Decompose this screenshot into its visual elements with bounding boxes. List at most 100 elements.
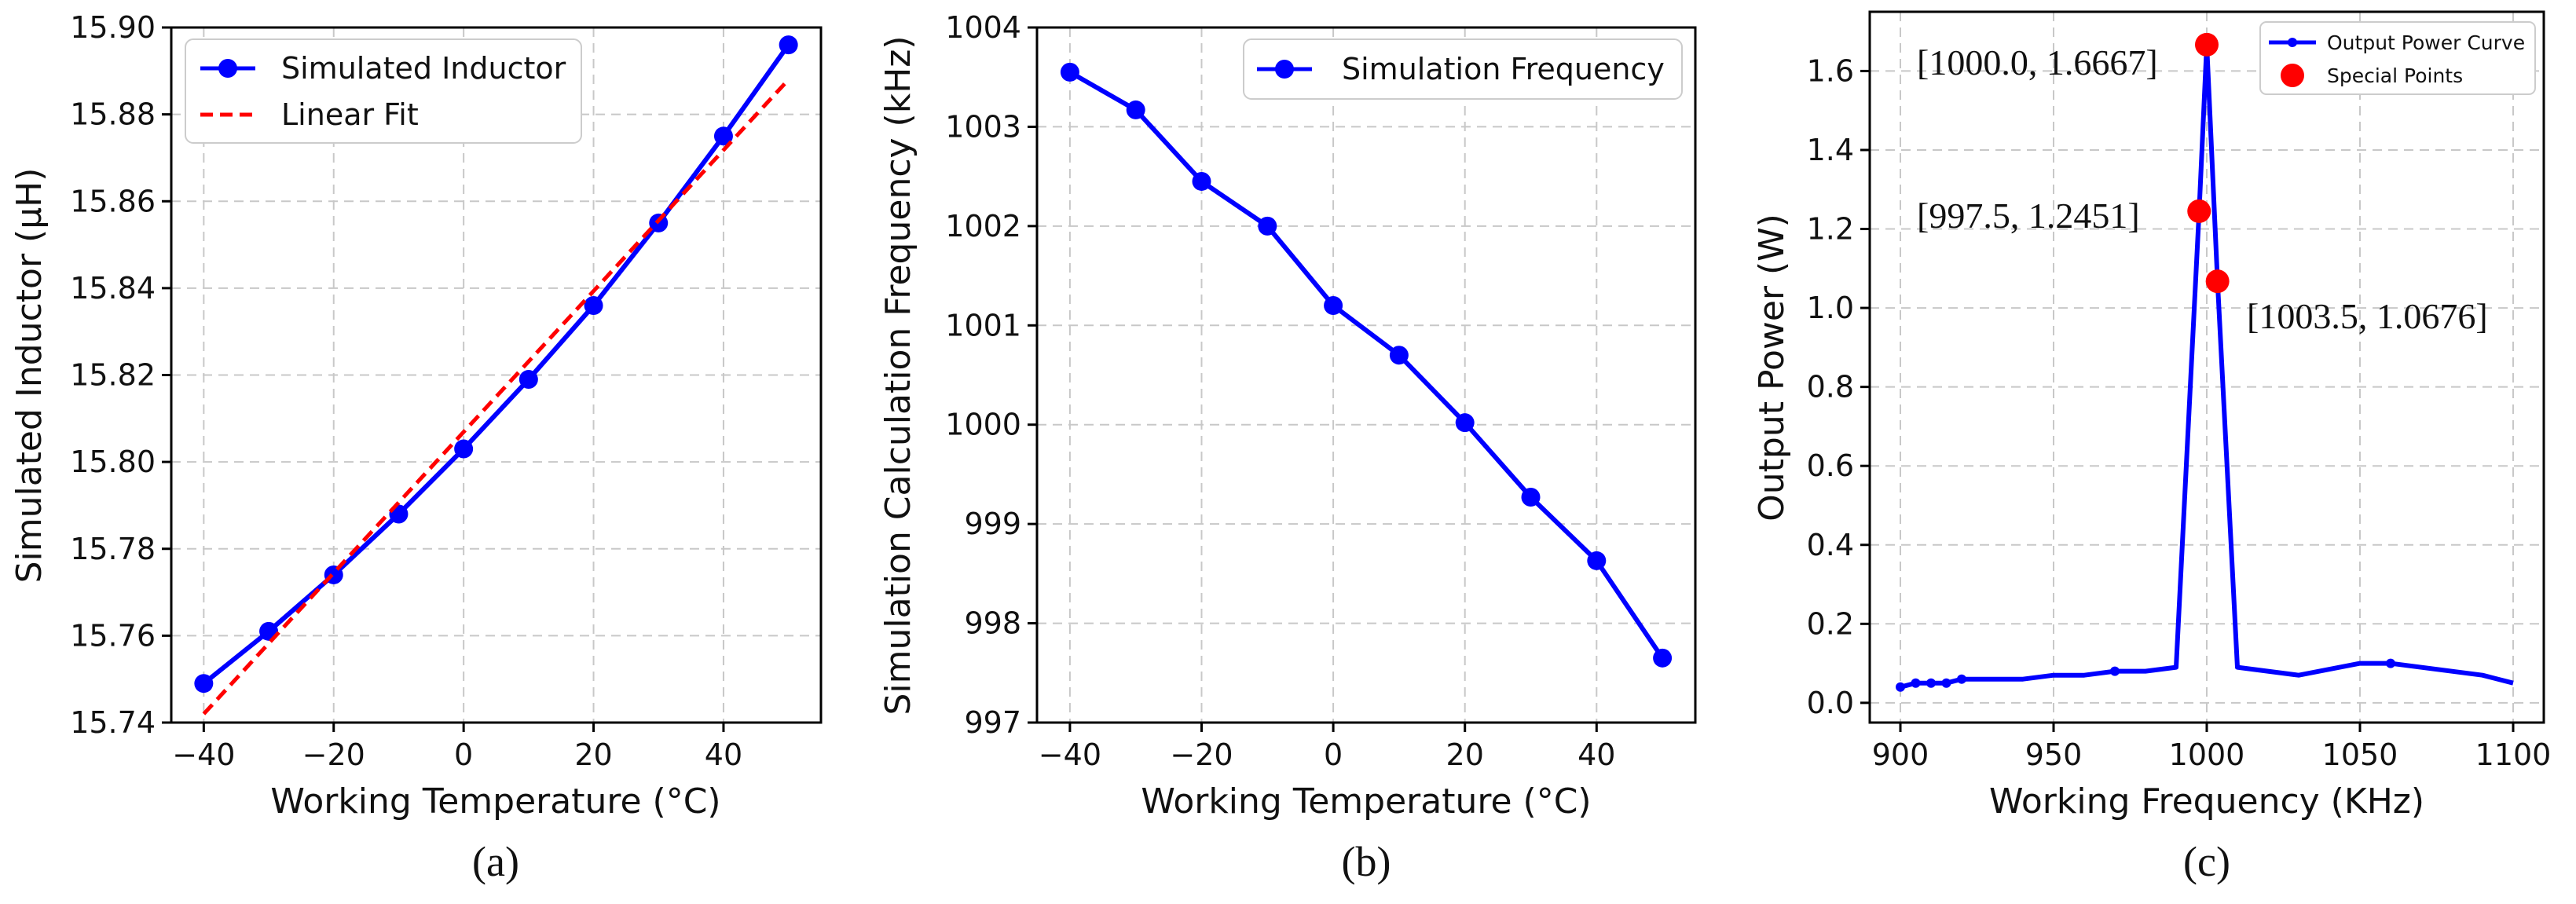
y-tick-label: 0.2: [1807, 606, 1854, 641]
panel-b-y-ticks: 997 998 999 1000 1001 1002 1003 1004: [945, 10, 1037, 740]
panel-a-y-axis-label: Simulated Inductor (μH): [9, 168, 49, 584]
legend-special-points-marker-icon: [2281, 64, 2304, 87]
simulation-frequency-marker: [1389, 346, 1409, 365]
panel-a-series: [194, 35, 798, 716]
panel-a: −40 −20 0 20 40 15.7415.7615.7815.8015.8215.…: [9, 10, 823, 885]
simulated-inductor-marker: [584, 296, 603, 315]
special-points-point: [2187, 199, 2211, 223]
x-tick-label: −20: [1170, 737, 1233, 772]
legend-simulation-frequency-label: Simulation Frequency: [1342, 52, 1665, 86]
legend-linear-fit-label: Linear Fit: [281, 97, 419, 132]
linear-fit-line: [202, 78, 790, 716]
legend-simulation-frequency-marker-icon: [1275, 60, 1294, 79]
annotation-right-point: [1003.5, 1.0676]: [2247, 296, 2488, 336]
y-tick-label: 15.84: [70, 271, 156, 306]
output-power-curve-marker: [1926, 678, 1936, 688]
y-tick-label: 1.6: [1807, 53, 1854, 88]
simulated-inductor-line: [202, 43, 791, 686]
panel-c-grid: [1870, 12, 2544, 723]
special-points-point: [2195, 32, 2219, 57]
panel-b-x-ticks: −40 −20 0 20 40: [1039, 723, 1615, 772]
simulation-frequency-marker: [1521, 488, 1541, 507]
legend-simulated-inductor-label: Simulated Inductor: [281, 51, 566, 86]
simulation-frequency-marker: [1587, 551, 1607, 570]
x-tick-label: 20: [1446, 737, 1484, 772]
annotation-peak: [1000.0, 1.6667]: [1917, 42, 2158, 82]
y-tick-label: 1.4: [1807, 133, 1854, 167]
panel-c-series: [1896, 32, 2514, 692]
panel-b-caption: (b): [1342, 838, 1391, 885]
x-tick-label: 40: [705, 737, 742, 772]
panel-a-y-ticks: 15.74 15.76 15.78 15.80 15.82 15.84 15.86 15.88…: [70, 10, 171, 740]
y-tick-label: 1.2: [1807, 212, 1854, 247]
panel-b-grid: [1037, 27, 1695, 723]
panel-b-y-axis-label: Simulation Calculation Frequency (kHz): [878, 35, 918, 715]
y-tick-label: 1004: [945, 10, 1021, 45]
x-tick-label: 0: [454, 737, 473, 772]
output-power-curve-marker: [1896, 682, 1905, 692]
x-tick-label: 20: [574, 737, 612, 772]
panel-c-legend: Output Power Curve Special Points: [2259, 21, 2536, 95]
y-tick-label: 1003: [945, 109, 1021, 144]
panel-c-legend-box: [2259, 21, 2536, 95]
panel-c-y-ticks: 0.0 0.2 0.4 0.6 0.8 1.0 1.2 1.4 1.6: [1807, 53, 1870, 720]
panel-a-caption: (a): [472, 838, 519, 885]
panel-c-x-ticks: 900 950 1000 1050 1100: [1872, 723, 2552, 772]
legend-output-power-marker-icon: [2288, 38, 2297, 47]
y-tick-label: 15.80: [70, 445, 156, 479]
y-tick-label: 15.90: [70, 10, 156, 45]
y-tick-label: 997: [964, 705, 1021, 740]
y-tick-label: 0.0: [1807, 686, 1854, 720]
x-tick-label: 1000: [2169, 737, 2245, 772]
x-tick-label: −40: [172, 737, 235, 772]
legend-output-power-label: Output Power Curve: [2327, 31, 2525, 54]
panel-a-legend-box: [185, 38, 582, 144]
simulation-frequency-marker: [1192, 171, 1211, 191]
simulated-inductor-marker: [713, 126, 733, 146]
y-tick-label: 0.8: [1807, 370, 1854, 404]
y-tick-label: 1000: [945, 408, 1021, 442]
y-tick-label: 15.76: [70, 618, 156, 653]
output-power-curve-marker: [1911, 678, 1921, 688]
simulation-frequency-marker: [1455, 413, 1475, 433]
simulated-inductor-marker: [518, 370, 538, 390]
simulation-frequency-marker: [1060, 62, 1079, 82]
panel-b: −40 −20 0 20 40 997 998 999 1000 1001 1002 1003 100…: [878, 10, 1697, 885]
panel-a-legend: Simulated Inductor Linear Fit: [185, 38, 582, 144]
simulated-inductor-marker: [194, 674, 214, 694]
x-tick-label: 900: [1872, 737, 1929, 772]
simulation-frequency-marker: [1324, 296, 1343, 315]
annotation-left-point: [997.5, 1.2451]: [1917, 196, 2140, 236]
x-tick-label: 0: [1324, 737, 1343, 772]
panel-b-x-axis-label: Working Temperature (°C): [1141, 781, 1591, 822]
legend-simulated-inductor-marker-icon: [218, 59, 237, 78]
panel-c-y-axis-label: Output Power (W): [1752, 214, 1792, 522]
simulation-frequency-marker: [1258, 216, 1277, 236]
panel-b-series: [1060, 62, 1673, 668]
x-tick-label: 40: [1577, 737, 1615, 772]
output-power-curve-marker: [1941, 678, 1951, 688]
panel-b-axes-frame: [1035, 26, 1697, 724]
y-tick-label: 999: [964, 507, 1021, 541]
simulated-inductor-marker: [779, 35, 798, 55]
simulated-inductor-marker: [454, 439, 474, 459]
y-tick-label: 1.0: [1807, 291, 1854, 325]
x-tick-label: 950: [2025, 737, 2083, 772]
x-tick-label: 1050: [2322, 737, 2398, 772]
y-tick-label: 998: [964, 606, 1021, 641]
x-tick-label: 1100: [2475, 737, 2552, 772]
y-tick-label: 15.82: [70, 358, 156, 393]
y-tick-label: 0.4: [1807, 528, 1854, 562]
panel-a-x-ticks: −40 −20 0 20 40: [172, 723, 742, 772]
legend-special-points-label: Special Points: [2327, 64, 2463, 87]
y-tick-label: 15.88: [70, 97, 156, 132]
y-tick-label: 15.78: [70, 532, 156, 566]
output-power-curve-marker: [1957, 674, 1966, 684]
simulation-frequency-marker: [1653, 648, 1673, 668]
special-points-point: [2205, 269, 2230, 294]
x-tick-label: −40: [1039, 737, 1101, 772]
panel-c: 900 950 1000 1050 1100 0.0 0.2 0.4 0.6 0.8 1.0 1.2…: [1752, 10, 2552, 885]
y-tick-label: 1002: [945, 209, 1021, 243]
y-tick-label: 15.74: [70, 705, 156, 740]
